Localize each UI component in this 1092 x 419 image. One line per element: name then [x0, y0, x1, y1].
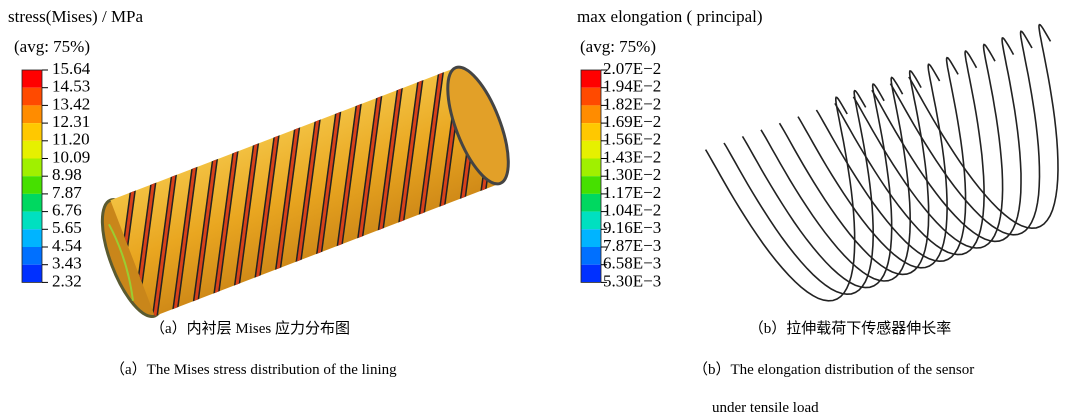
legend-swatch — [581, 105, 601, 123]
legend-swatch — [22, 105, 42, 123]
legend-label: 1.17E−2 — [603, 183, 661, 202]
legend-swatch — [581, 176, 601, 194]
legend-label: 1.04E−2 — [603, 201, 661, 220]
legend-swatch — [581, 141, 601, 159]
caption-a-cn: （a）内衬层 Mises 应力分布图 — [150, 319, 350, 337]
figure-canvas: stress(Mises) / MPa (avg: 75%) max elong… — [0, 0, 1092, 419]
legend-swatch — [581, 159, 601, 177]
legend-swatch — [22, 141, 42, 159]
legend-swatch — [22, 212, 42, 230]
figure: stress(Mises) / MPa (avg: 75%) max elong… — [0, 0, 1092, 419]
legend-label: 10.09 — [52, 147, 90, 166]
legend-label: 4.54 — [52, 236, 82, 255]
caption-a-en: （a）The Mises stress distribution of the … — [110, 361, 397, 378]
tube-render — [68, 40, 569, 334]
legend-label: 6.58E−3 — [603, 254, 661, 273]
legend-swatch — [22, 176, 42, 194]
caption-b-en: （b）The elongation distribution of the se… — [693, 361, 974, 378]
legend-swatch — [581, 247, 601, 265]
legend-label: 1.43E−2 — [603, 147, 661, 166]
legend-swatch — [22, 229, 42, 247]
sensor-wires — [706, 25, 1058, 301]
panel-a-title: stress(Mises) / MPa — [8, 7, 144, 26]
legend-label: 6.76 — [52, 201, 82, 220]
legend-label: 1.69E−2 — [603, 112, 661, 131]
wire — [706, 97, 855, 300]
legend-swatch — [581, 265, 601, 283]
caption-b-cn: （b）拉伸载荷下传感器伸长率 — [749, 320, 952, 337]
legend-swatch — [22, 70, 42, 88]
legend-swatch — [581, 88, 601, 106]
legend-label: 9.16E−3 — [603, 218, 661, 237]
legend-label: 2.32 — [52, 271, 82, 290]
legend-label: 1.56E−2 — [603, 130, 661, 149]
legend-swatch — [22, 265, 42, 283]
legend-label: 3.43 — [52, 254, 82, 273]
legend-label: 2.07E−2 — [603, 59, 661, 78]
legend-label: 1.82E−2 — [603, 94, 661, 113]
legend-swatch — [581, 229, 601, 247]
legend-label: 7.87 — [52, 183, 82, 202]
legend-swatch — [22, 194, 42, 212]
legend-label: 5.30E−3 — [603, 271, 661, 290]
legend-label: 1.30E−2 — [603, 165, 661, 184]
legend-swatch — [581, 70, 601, 88]
legend-swatch — [22, 247, 42, 265]
legend-swatch — [581, 123, 601, 141]
legend-label: 7.87E−3 — [603, 236, 661, 255]
legend-label: 11.20 — [52, 130, 90, 149]
legend-label: 5.65 — [52, 218, 82, 237]
panel-b-title: max elongation ( principal) — [577, 7, 763, 26]
legend-label: 13.42 — [52, 94, 90, 113]
caption-b-en: under tensile load — [712, 400, 819, 416]
legend-swatch — [22, 88, 42, 106]
panel-a-subtitle: (avg: 75%) — [14, 37, 90, 56]
legend-swatch — [22, 159, 42, 177]
panel-b-subtitle: (avg: 75%) — [580, 37, 656, 56]
legend-label: 1.94E−2 — [603, 77, 661, 96]
legend-swatch — [22, 123, 42, 141]
legend-swatch — [581, 194, 601, 212]
legend-label: 15.64 — [52, 59, 91, 78]
legend-swatch — [581, 212, 601, 230]
legend-label: 14.53 — [52, 77, 90, 96]
legend-label: 8.98 — [52, 165, 82, 184]
legend-label: 12.31 — [52, 112, 90, 131]
